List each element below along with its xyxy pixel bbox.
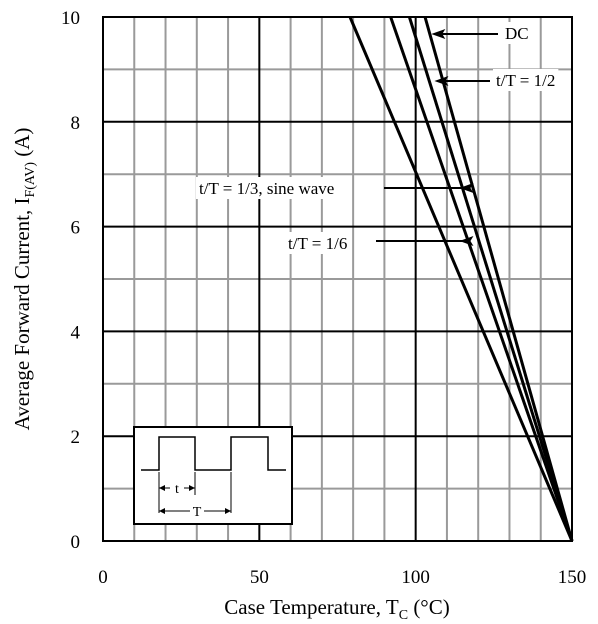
series-line [389, 16, 574, 542]
annotation-label-background [196, 177, 338, 199]
waveform-inset: tT [133, 426, 293, 525]
series-lines [348, 16, 574, 542]
inset-t-dimension-arrow-right [189, 485, 195, 491]
x-axis-label-unit: (°C) [408, 595, 450, 619]
annotation-arrow-head [434, 76, 449, 86]
inset-box [133, 426, 293, 525]
annotation-label-background [285, 232, 351, 254]
annotation-label: DC [505, 24, 529, 43]
x-tick-label: 0 [98, 567, 108, 588]
annotation-arrow-head [459, 236, 474, 246]
y-tick-label: 0 [71, 532, 81, 553]
annotation-label-background [502, 22, 532, 44]
series-annotations: DC t/T = 1/2 t/T = 1/3, sine wave t/T = 1/6 [196, 22, 559, 254]
series-line [348, 16, 574, 542]
inset-T-dimension-arrow-right [225, 508, 231, 514]
annotation-label: t/T = 1/2 [496, 71, 555, 90]
annotation-label: t/T = 1/3, sine wave [199, 179, 334, 198]
plot-frame [102, 16, 573, 542]
y-axis-label: Average Forward Current, IF(AV) (A) [10, 128, 38, 431]
series-line [423, 16, 574, 542]
x-axis-label-subscript: C [399, 608, 408, 623]
y-axis-label-subscript: F(AV) [23, 162, 38, 198]
x-tick-label: 50 [250, 567, 269, 588]
inset-pulse-waveform [141, 436, 286, 471]
inset-T-dimension-arrow-left [159, 508, 165, 514]
inset-t-dimension-label: t [175, 482, 179, 497]
inset-t-dimension-arrow-left [159, 485, 165, 491]
y-tick-label: 4 [71, 322, 81, 343]
y-tick-label: 2 [71, 427, 81, 448]
annotation-label-background [493, 69, 559, 91]
inset-T-dimension-label: T [193, 505, 202, 520]
minor-grid [103, 17, 572, 541]
x-tick-label: 100 [401, 567, 430, 588]
annotation-arrow-head [459, 183, 474, 193]
y-tick-label: 8 [71, 113, 81, 134]
y-axis-label-unit: (A) [10, 128, 34, 162]
x-tick-label: 150 [558, 567, 587, 588]
y-tick-label: 6 [71, 218, 81, 239]
x-axis-label: Case Temperature, TC (°C) [224, 595, 449, 623]
series-line [407, 16, 574, 542]
annotation-label: t/T = 1/6 [288, 234, 347, 253]
annotation-arrow-head [431, 29, 446, 39]
tick-labels: 0 50 100 150 0 2 4 6 8 10 [61, 8, 586, 588]
y-tick-label: 10 [61, 8, 80, 29]
